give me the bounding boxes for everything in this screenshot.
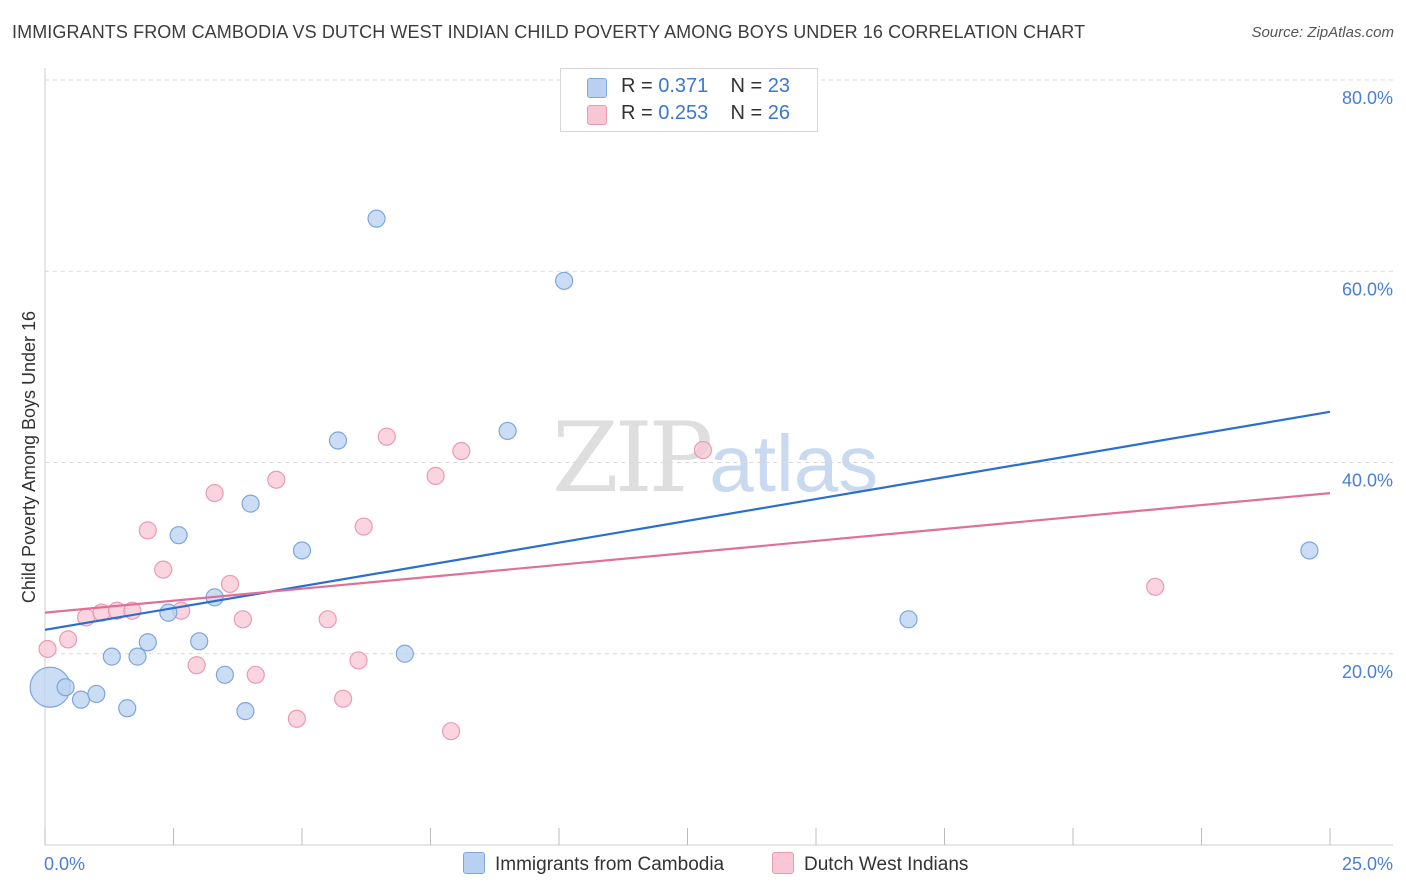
- point-dutch-west-indians: [246, 665, 265, 684]
- point-cambodia: [190, 632, 209, 651]
- trend-lines: [44, 410, 1331, 631]
- point-cambodia: [1300, 541, 1319, 560]
- point-cambodia: [328, 431, 348, 450]
- legend-r-label: R =: [621, 102, 653, 124]
- point-cambodia: [159, 603, 178, 622]
- point-cambodia: [128, 647, 147, 666]
- bottom-legend-label-cambodia: Immigrants from Cambodia: [495, 854, 725, 875]
- point-cambodia: [102, 647, 121, 666]
- legend-r-label: R =: [621, 75, 653, 97]
- point-cambodia: [236, 702, 255, 721]
- legend-r-value: 0.253: [658, 102, 709, 124]
- y-axis-tick-labels: 20.0% 40.0% 60.0% 80.0%: [1342, 88, 1393, 682]
- y-tick-label-60: 60.0%: [1342, 279, 1393, 299]
- legend-swatch-dutch-west-indians: [587, 105, 607, 125]
- point-cambodia: [292, 541, 312, 560]
- legend-swatch-cambodia: [587, 78, 607, 98]
- point-cambodia: [899, 610, 918, 629]
- series-dutch-west-indians-points: [38, 427, 1165, 741]
- x-tick-label-max: 25.0%: [1342, 854, 1393, 874]
- y-tick-label-20: 20.0%: [1342, 662, 1393, 682]
- point-cambodia: [56, 678, 75, 697]
- point-dutch-west-indians: [318, 610, 337, 629]
- point-cambodia: [169, 526, 188, 545]
- point-cambodia: [367, 209, 386, 228]
- point-dutch-west-indians: [354, 517, 373, 536]
- point-dutch-west-indians: [205, 484, 224, 503]
- point-dutch-west-indians: [59, 630, 78, 649]
- axes: [44, 68, 1393, 846]
- point-dutch-west-indians: [154, 560, 173, 579]
- bottom-legend-dutch-west-indians: Dutch West Indians: [772, 852, 968, 876]
- y-tick-label-80: 80.0%: [1342, 88, 1393, 108]
- x-axis-ticks: [44, 828, 1331, 845]
- legend-r-value: 0.371: [658, 75, 709, 97]
- point-dutch-west-indians: [233, 610, 252, 629]
- point-cambodia: [498, 421, 517, 441]
- bottom-legend-swatch-cambodia: [463, 852, 485, 874]
- chart-title: IMMIGRANTS FROM CAMBODIA VS DUTCH WEST I…: [12, 22, 1086, 42]
- point-dutch-west-indians: [426, 466, 445, 485]
- legend-n-label: N =: [730, 75, 763, 97]
- point-dutch-west-indians: [38, 639, 57, 659]
- trend-line-dutch-west-indians: [44, 492, 1331, 614]
- point-dutch-west-indians: [187, 656, 206, 675]
- source-label: Source: ZipAtlas.com: [1251, 24, 1394, 41]
- point-dutch-west-indians: [138, 521, 157, 540]
- point-dutch-west-indians: [377, 427, 396, 446]
- watermark-zip: ZIP: [552, 402, 713, 514]
- legend: R = 0.371 N = 23 R = 0.253 N = 26: [560, 68, 818, 132]
- point-dutch-west-indians: [220, 574, 240, 594]
- legend-n-value: 23: [767, 75, 791, 97]
- y-axis-label: Child Poverty Among Boys Under 16: [19, 311, 39, 603]
- bottom-legend-swatch-dutch-west-indians: [772, 852, 794, 874]
- point-cambodia: [71, 690, 91, 709]
- point-dutch-west-indians: [287, 709, 306, 728]
- trend-line-cambodia: [44, 410, 1331, 631]
- point-cambodia: [241, 494, 260, 513]
- point-dutch-west-indians: [441, 722, 461, 741]
- legend-n-label: N =: [730, 102, 763, 124]
- series-cambodia-points: [29, 209, 1319, 721]
- point-cambodia: [555, 271, 574, 290]
- point-cambodia: [118, 699, 137, 718]
- y-tick-label-40: 40.0%: [1342, 471, 1393, 491]
- bottom-legend-cambodia: Immigrants from Cambodia: [463, 852, 724, 876]
- bottom-legend-label-dutch-west-indians: Dutch West Indians: [804, 854, 969, 875]
- point-dutch-west-indians: [349, 651, 368, 670]
- point-dutch-west-indians: [1146, 577, 1165, 596]
- x-tick-label-min: 0.0%: [44, 854, 85, 874]
- point-cambodia: [87, 684, 106, 704]
- gridlines: [45, 79, 1393, 655]
- point-dutch-west-indians: [334, 689, 353, 708]
- watermark: ZIPatlas: [552, 402, 878, 514]
- point-cambodia: [395, 644, 414, 663]
- point-dutch-west-indians: [452, 441, 471, 461]
- point-dutch-west-indians: [693, 440, 713, 460]
- point-cambodia: [215, 665, 234, 684]
- legend-n-value: 26: [767, 102, 791, 124]
- point-cambodia: [138, 633, 157, 652]
- point-dutch-west-indians: [267, 470, 286, 489]
